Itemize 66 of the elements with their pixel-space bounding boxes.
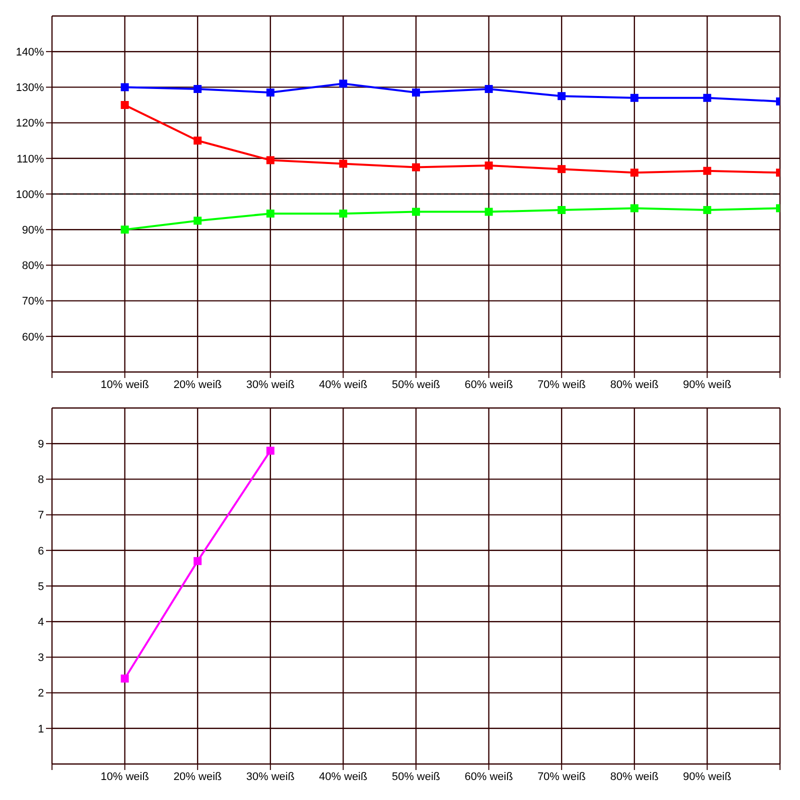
y-tick-label: 9 [38, 438, 44, 451]
point [630, 168, 638, 177]
point [120, 101, 129, 109]
point [630, 204, 638, 212]
point [703, 206, 712, 214]
point [194, 216, 202, 225]
point [266, 446, 274, 455]
point [120, 674, 129, 683]
y-tick-label: 130% [16, 82, 44, 94]
x-tick-label: 10% weiß [100, 770, 150, 783]
y-tick-label: 8 [38, 474, 44, 486]
y-tick-label: 100% [16, 188, 44, 201]
point [703, 94, 712, 102]
y-tick-label: 4 [38, 616, 44, 629]
x-tick-label: 10% weiß [100, 378, 150, 391]
point [412, 88, 420, 97]
x-tick-label: 40% weiß [319, 770, 368, 783]
point [120, 83, 129, 92]
point [484, 162, 493, 170]
y-tick-label: 1 [38, 723, 44, 736]
point [266, 156, 274, 164]
y-tick-label: 110% [16, 153, 44, 166]
point [630, 94, 638, 102]
x-tick-label: 30% weiß [246, 770, 295, 783]
point [484, 208, 493, 216]
point [266, 88, 274, 97]
x-tick-label: 20% weiß [173, 378, 222, 391]
point [484, 84, 493, 93]
x-tick-label: 90% weiß [683, 378, 732, 391]
point [194, 557, 202, 566]
y-tick-label: 3 [38, 652, 44, 664]
point [558, 92, 566, 100]
point [412, 208, 420, 216]
x-tick-label: 50% weiß [392, 770, 440, 783]
point [194, 84, 202, 93]
point [558, 165, 566, 174]
x-tick-label: 30% weiß [246, 378, 295, 391]
point [703, 166, 712, 175]
point [558, 206, 566, 214]
y-tick-label: 120% [16, 118, 44, 130]
x-tick-label: 20% weiß [173, 770, 222, 783]
x-tick-label: 70% weiß [537, 770, 586, 783]
y-tick-label: 6 [38, 545, 44, 558]
point [266, 210, 274, 218]
y-tick-label: 90% [22, 224, 44, 237]
x-tick-label: 70% weiß [537, 378, 586, 391]
y-tick-label: 60% [22, 331, 44, 344]
point [339, 160, 348, 168]
y-tick-label: 5 [38, 580, 44, 593]
point [339, 80, 348, 88]
x-tick-label: 90% weiß [683, 770, 732, 783]
x-tick-label: 60% weiß [464, 770, 514, 783]
point [194, 136, 202, 145]
x-tick-label: 50% weiß [392, 378, 440, 391]
y-tick-label: 70% [22, 296, 44, 308]
x-tick-label: 80% weiß [610, 770, 659, 783]
y-tick-label: 80% [22, 260, 44, 272]
x-tick-label: 40% weiß [319, 378, 368, 391]
y-tick-label: 140% [16, 46, 44, 59]
point [120, 226, 129, 234]
y-tick-label: 2 [38, 688, 44, 700]
point [412, 163, 420, 172]
x-tick-label: 60% weiß [464, 378, 514, 391]
point [339, 210, 348, 218]
x-tick-label: 80% weiß [610, 378, 659, 391]
y-tick-label: 7 [38, 510, 44, 522]
